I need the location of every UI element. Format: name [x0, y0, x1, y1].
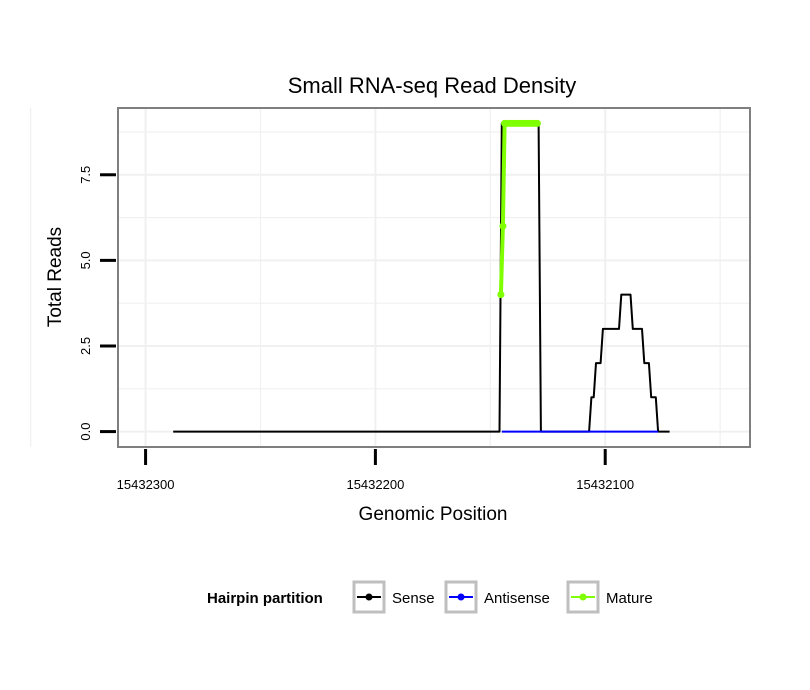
x-tick-label: 15432300 — [117, 477, 175, 492]
axes: 0.0 2.5 5.0 7.5 15432300 15432200 15432100 — [78, 166, 634, 492]
y-tick-label: 5.0 — [78, 251, 93, 269]
legend-label: Mature — [606, 590, 653, 607]
mature-point — [497, 291, 505, 299]
legend-title: Hairpin partition — [207, 590, 323, 607]
series-line-mature — [498, 121, 539, 295]
y-tick-label: 7.5 — [78, 166, 93, 184]
y-axis-label: Total Reads — [45, 227, 66, 327]
legend-key-point — [365, 593, 373, 601]
legend-label: Sense — [392, 590, 435, 607]
legend-label: Antisense — [484, 590, 550, 607]
y-tick-label: 2.5 — [78, 337, 93, 355]
x-axis-label: Genomic Position — [359, 504, 508, 525]
plot-frame — [117, 107, 751, 448]
x-tick-label: 15432200 — [346, 477, 404, 492]
legend-key-point — [457, 593, 465, 601]
y-tick-label: 0.0 — [78, 423, 93, 441]
mature-point — [533, 119, 541, 127]
series-line-sense — [173, 122, 670, 433]
x-tick-label: 15432100 — [576, 477, 634, 492]
series-lines — [173, 119, 670, 433]
legend-item-antisense: Antisense — [444, 580, 550, 614]
chart-title: Small RNA-seq Read Density — [288, 73, 577, 98]
legend-key-point — [579, 593, 587, 601]
grid — [30, 108, 750, 447]
mature-point — [499, 222, 507, 230]
legend-item-sense: Sense — [352, 580, 435, 614]
legend: Hairpin partition Sense Antisense Mature — [207, 580, 653, 614]
legend-item-mature: Mature — [566, 580, 653, 614]
